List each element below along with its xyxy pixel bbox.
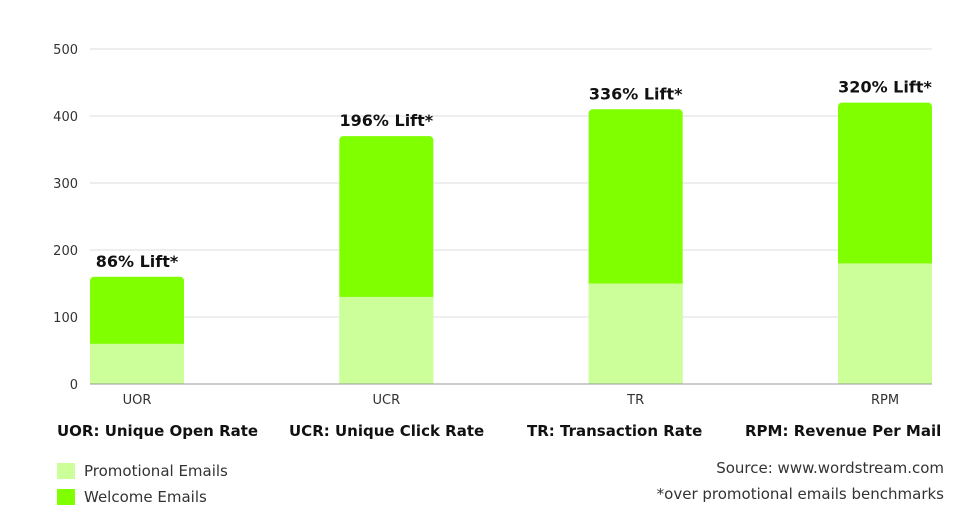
lift-label: 320% Lift*	[838, 78, 932, 97]
y-axis-ticks: 0 100 200 300 400 500	[53, 43, 78, 393]
definition-tr: TR: Transaction Rate	[527, 422, 703, 440]
bar-promotional-base-uor	[90, 343, 184, 384]
legend-item-welcome: Welcome Emails	[57, 484, 228, 510]
bar-welcome-tr	[588, 109, 683, 288]
y-tick-label: 500	[53, 43, 78, 58]
lift-label: 336% Lift*	[589, 84, 683, 103]
footnote: *over promotional emails benchmarks	[656, 485, 944, 503]
y-tick-label: 200	[53, 244, 78, 259]
legend-label-welcome: Welcome Emails	[84, 488, 207, 506]
bar-promotional-base-rpm	[838, 263, 932, 384]
y-tick-label: 100	[53, 311, 78, 326]
x-tick-label: UCR	[373, 393, 401, 408]
bar-welcome-uor	[90, 276, 184, 348]
y-tick-label: 300	[53, 177, 78, 192]
legend-label-promotional: Promotional Emails	[84, 462, 228, 480]
x-axis-ticks: UOR UCR TR RPM	[123, 393, 899, 408]
y-tick-label: 0	[70, 378, 78, 393]
bar-promotional-base-tr	[588, 283, 683, 384]
definition-rpm: RPM: Revenue Per Mail	[745, 422, 942, 440]
notes: Source: www.wordstream.com *over promoti…	[657, 458, 944, 510]
legend: Promotional Emails Welcome Emails	[57, 458, 228, 510]
category-definitions: UOR: Unique Open Rate UCR: Unique Click …	[0, 422, 976, 446]
definition-ucr: UCR: Unique Click Rate	[289, 422, 485, 440]
legend-swatch-promotional	[57, 463, 75, 479]
gridlines	[90, 48, 932, 385]
bar-welcome-ucr	[339, 136, 434, 301]
lift-label: 86% Lift*	[96, 252, 179, 271]
definition-uor: UOR: Unique Open Rate	[57, 422, 259, 440]
bar-welcome-rpm	[838, 102, 932, 268]
lift-annotations: 86% Lift* 196% Lift* 336% Lift* 320% Lift*	[96, 78, 933, 271]
x-tick-label: UOR	[123, 393, 152, 408]
bar-promotional-base-ucr	[339, 296, 434, 384]
legend-swatch-welcome	[57, 489, 75, 505]
x-tick-label: TR	[626, 393, 644, 408]
y-tick-label: 400	[53, 110, 78, 125]
x-tick-label: RPM	[871, 393, 899, 408]
bars	[90, 102, 932, 384]
lift-label: 196% Lift*	[340, 111, 434, 130]
legend-item-promotional: Promotional Emails	[57, 458, 228, 484]
stacked-bar-chart: 0 100 200 300 400 500 UOR UCR TR RPM 86% Lift* 19…	[53, 43, 933, 408]
source-note: Source: www.wordstream.com	[716, 459, 944, 477]
